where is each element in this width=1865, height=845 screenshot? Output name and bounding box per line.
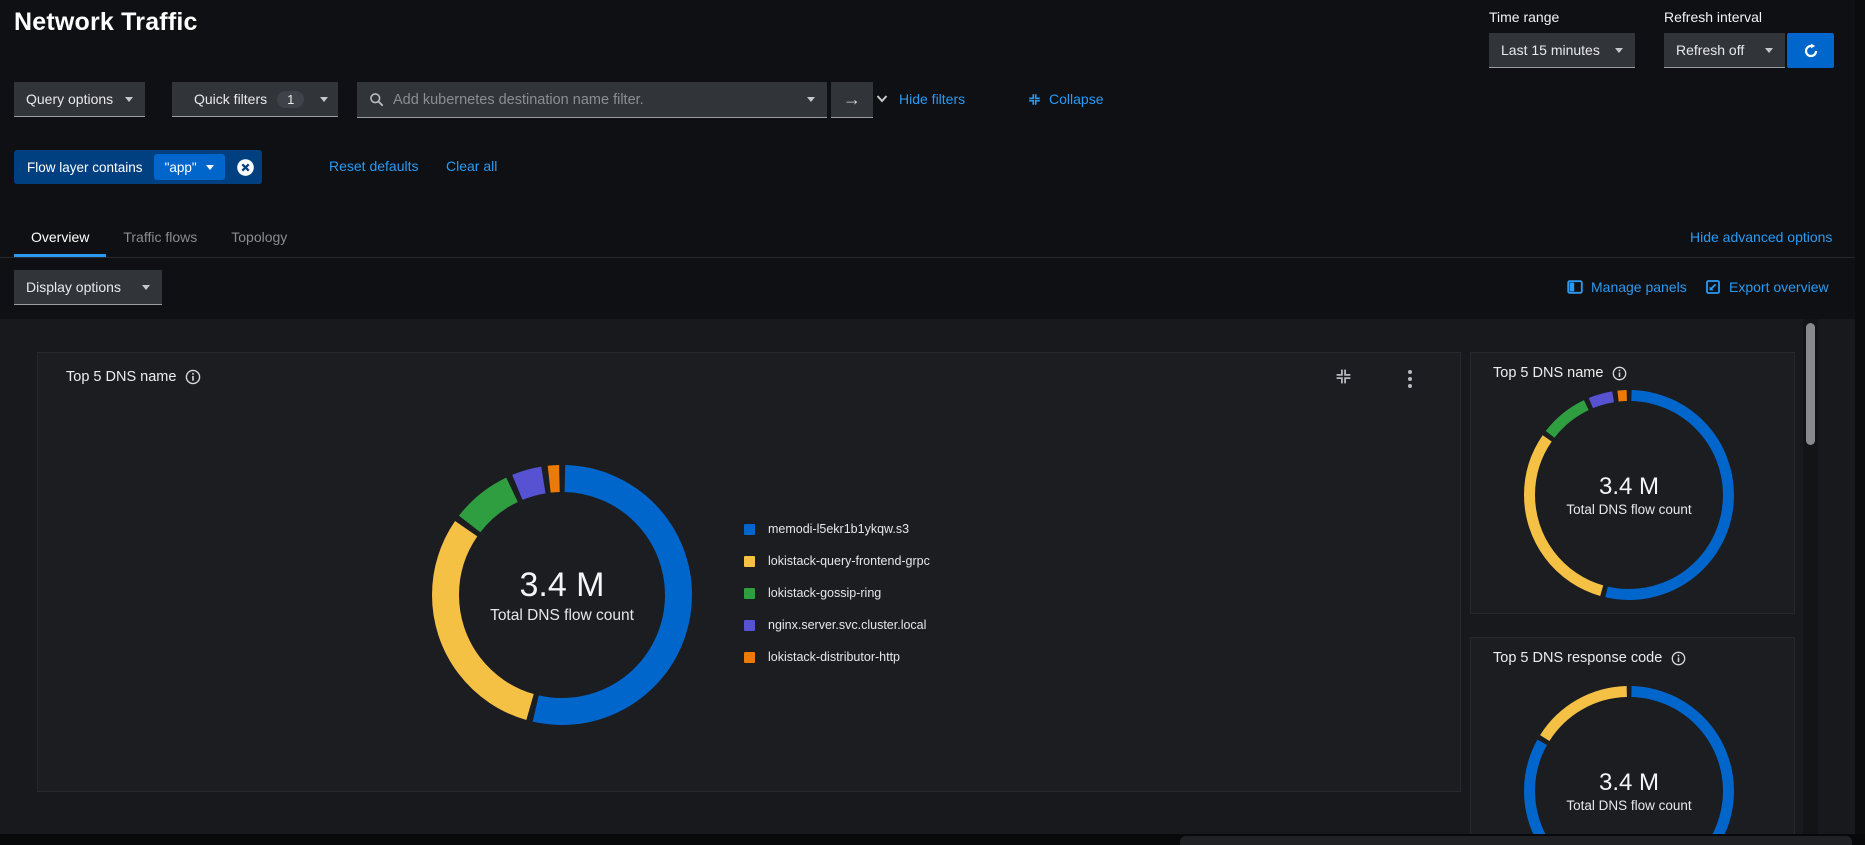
quick-filters-badge: 1 (277, 90, 305, 108)
legend-swatch (744, 555, 755, 567)
legend-label: lokistack-distributor-http (768, 650, 900, 664)
display-options-label: Display options (26, 279, 121, 295)
collapse-label: Collapse (1049, 91, 1104, 107)
tab-topology[interactable]: Topology (214, 222, 304, 257)
chevron-down-icon (1615, 47, 1623, 53)
tab-traffic-flows[interactable]: Traffic flows (106, 222, 214, 257)
panel-top5-dns-name-side: Top 5 DNS name 3.4 M Total DNS flow coun… (1470, 352, 1795, 614)
legend-item[interactable]: lokistack-gossip-ring (744, 577, 930, 609)
donut-slice[interactable] (1524, 390, 1734, 600)
legend-item[interactable]: memodi-l5ekr1b1ykqw.s3 (744, 513, 930, 545)
filter-chip-group: Flow layer contains "app" (14, 150, 262, 184)
chart-legend: memodi-l5ekr1b1ykqw.s3 lokistack-query-fr… (744, 513, 930, 673)
compress-icon (1029, 93, 1040, 105)
remove-filter-button[interactable] (236, 158, 255, 177)
legend-swatch (744, 587, 755, 599)
info-icon[interactable] (185, 369, 201, 385)
legend-item[interactable]: nginx.server.svc.cluster.local (744, 609, 930, 641)
legend-item[interactable]: lokistack-distributor-http (744, 641, 930, 673)
vertical-scrollbar (1803, 319, 1818, 845)
query-options-dropdown[interactable]: Query options (14, 82, 145, 117)
tab-bar: Overview Traffic flows Topology (0, 222, 1865, 258)
legend-swatch (744, 619, 755, 631)
donut-slice[interactable] (432, 465, 692, 725)
tab-overview[interactable]: Overview (14, 222, 107, 257)
scrollbar-thumb[interactable] (1806, 323, 1815, 445)
legend-item[interactable]: lokistack-query-frontend-grpc (744, 545, 930, 577)
legend-label: lokistack-query-frontend-grpc (768, 554, 930, 568)
legend-swatch (744, 523, 755, 535)
panel-top5-dns-name-main: Top 5 DNS name 3.4 M Total DNS flow coun… (37, 352, 1461, 792)
refresh-button[interactable] (1787, 33, 1834, 68)
clear-all-link[interactable]: Clear all (446, 158, 498, 174)
collapse-button[interactable]: Collapse (1028, 91, 1103, 107)
refresh-interval-label: Refresh interval (1664, 9, 1763, 25)
chevron-down-icon (205, 164, 214, 170)
bottom-edge (0, 834, 1865, 845)
quick-filters-label: Quick filters (194, 91, 268, 107)
quick-filters-dropdown[interactable]: Quick filters 1 (172, 82, 338, 117)
donut-chart-dns-name-side[interactable]: 3.4 M Total DNS flow count (1524, 390, 1734, 600)
export-overview-link[interactable]: Export overview (1705, 279, 1829, 295)
filter-chip-value: "app" (164, 159, 197, 175)
donut-slice[interactable] (432, 465, 692, 725)
hide-filters-label: Hide filters (899, 91, 966, 107)
donut-slice[interactable] (1524, 686, 1734, 845)
export-icon (1706, 280, 1720, 294)
time-range-value: Last 15 minutes (1501, 42, 1600, 58)
hide-advanced-options-link[interactable]: Hide advanced options (1690, 229, 1833, 245)
refresh-interval-select[interactable]: Refresh off (1664, 33, 1785, 68)
legend-label: memodi-l5ekr1b1ykqw.s3 (768, 522, 910, 536)
panel-title: Top 5 DNS name (66, 369, 177, 385)
search-icon (370, 93, 384, 107)
window-edge (1855, 0, 1865, 845)
compress-icon (1336, 369, 1351, 384)
bottom-partial-element (1180, 836, 1852, 845)
chevron-down-icon[interactable] (807, 97, 815, 102)
donut-chart-dns-name[interactable]: 3.4 M Total DNS flow count (432, 465, 692, 725)
panel-title: Top 5 DNS response code (1493, 650, 1663, 666)
reset-defaults-link[interactable]: Reset defaults (329, 158, 419, 174)
panel-top5-dns-response-code: Top 5 DNS response code 3.4 M Total DNS … (1470, 637, 1795, 845)
panel-kebab-menu[interactable] (1404, 366, 1416, 392)
filter-chip-label: Flow layer contains (27, 159, 143, 175)
legend-label: lokistack-gossip-ring (768, 586, 882, 600)
legend-swatch (744, 651, 755, 663)
apply-filter-button[interactable]: → (831, 82, 873, 118)
overview-content: Top 5 DNS name 3.4 M Total DNS flow coun… (0, 319, 1865, 845)
time-range-select[interactable]: Last 15 minutes (1489, 33, 1635, 68)
info-icon[interactable] (1671, 651, 1686, 666)
panel-title: Top 5 DNS name (1493, 365, 1604, 381)
export-overview-label: Export overview (1729, 279, 1829, 295)
refresh-interval-value: Refresh off (1676, 42, 1745, 58)
focus-panel-button[interactable] (1335, 368, 1352, 388)
time-range-label: Time range (1489, 9, 1560, 25)
chevron-down-icon (320, 96, 329, 102)
legend-label: nginx.server.svc.cluster.local (768, 618, 927, 632)
manage-panels-label: Manage panels (1591, 279, 1687, 295)
page-title: Network Traffic (14, 8, 198, 36)
chevron-down-icon (125, 96, 133, 102)
times-circle-icon (236, 158, 254, 176)
chevron-down-icon (1765, 47, 1773, 53)
display-options-dropdown[interactable]: Display options (14, 270, 162, 305)
donut-chart-dns-response-code[interactable]: 3.4 M Total DNS flow count (1524, 686, 1734, 845)
donut-slice[interactable] (1524, 390, 1734, 600)
columns-icon (1567, 280, 1583, 294)
filter-search-group (357, 82, 827, 118)
hide-filters-toggle[interactable]: Hide filters (876, 91, 965, 107)
chevron-down-icon (876, 95, 888, 103)
filter-chip-value-dropdown[interactable]: "app" (153, 154, 225, 180)
manage-panels-link[interactable]: Manage panels (1567, 279, 1687, 295)
sync-icon (1804, 43, 1817, 57)
arrow-right-icon: → (843, 89, 861, 109)
chevron-down-icon (142, 284, 150, 290)
query-options-label: Query options (26, 91, 114, 107)
info-icon[interactable] (1612, 366, 1627, 381)
search-input[interactable] (393, 91, 798, 108)
